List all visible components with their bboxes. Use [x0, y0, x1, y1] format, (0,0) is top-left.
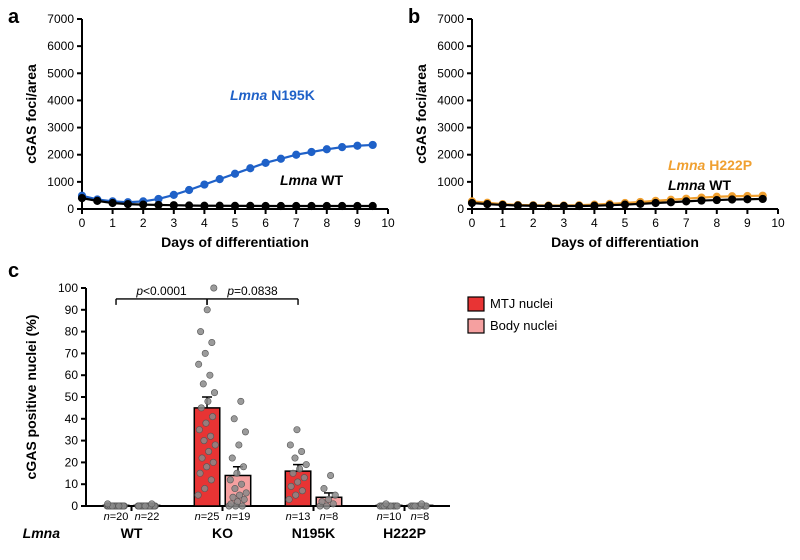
- svg-text:1000: 1000: [437, 175, 464, 189]
- svg-text:6: 6: [652, 216, 659, 230]
- svg-text:70: 70: [65, 346, 79, 360]
- svg-text:5000: 5000: [47, 66, 74, 80]
- svg-text:0: 0: [79, 216, 86, 230]
- panel-a-label: a: [8, 6, 19, 29]
- svg-text:6: 6: [262, 216, 269, 230]
- svg-text:4000: 4000: [47, 93, 74, 107]
- svg-text:60: 60: [65, 368, 79, 382]
- svg-text:6000: 6000: [47, 39, 74, 53]
- svg-text:90: 90: [65, 303, 79, 317]
- svg-text:Lmna H222P: Lmna H222P: [668, 157, 752, 173]
- svg-text:7: 7: [683, 216, 690, 230]
- svg-text:10: 10: [65, 477, 79, 491]
- svg-text:KO: KO: [212, 525, 233, 541]
- svg-text:2: 2: [530, 216, 537, 230]
- svg-text:3: 3: [560, 216, 567, 230]
- chart-c: 0 10 20 30 40 50 60 70 80 90 100 cGAS positive nucl…: [20, 258, 620, 558]
- svg-text:Days of differentiation: Days of differentiation: [551, 234, 699, 250]
- svg-text:MTJ nuclei: MTJ nuclei: [490, 296, 553, 311]
- svg-text:H222P: H222P: [383, 525, 426, 541]
- svg-text:Body nuclei: Body nuclei: [490, 318, 557, 333]
- figure: a b c 0100020003000400050006000700001234…: [0, 0, 800, 560]
- svg-text:2: 2: [140, 216, 147, 230]
- svg-text:1: 1: [499, 216, 506, 230]
- svg-text:3: 3: [170, 216, 177, 230]
- svg-text:0: 0: [469, 216, 476, 230]
- svg-text:n=8: n=8: [320, 511, 339, 523]
- svg-text:0: 0: [457, 202, 464, 216]
- svg-text:9: 9: [354, 216, 361, 230]
- svg-text:40: 40: [65, 412, 79, 426]
- svg-text:7000: 7000: [437, 12, 464, 26]
- svg-text:4: 4: [591, 216, 598, 230]
- svg-text:10: 10: [381, 216, 395, 230]
- svg-text:n=10: n=10: [377, 511, 402, 523]
- svg-text:50: 50: [65, 390, 79, 404]
- svg-text:6000: 6000: [437, 39, 464, 53]
- chart-a: 0 1000 2000 3000 4000 5000 6000 7000 0 1 2 3 4 5 6 7 8 9 1…: [20, 5, 400, 255]
- svg-text:8: 8: [713, 216, 720, 230]
- svg-text:n=13: n=13: [286, 511, 311, 523]
- svg-text:n=22: n=22: [135, 511, 160, 523]
- svg-text:0: 0: [67, 202, 74, 216]
- svg-text:cGAS foci/area: cGAS foci/area: [23, 64, 39, 164]
- svg-text:5: 5: [232, 216, 239, 230]
- svg-text:N195K: N195K: [292, 525, 336, 541]
- panel-c-label: c: [8, 260, 19, 283]
- svg-text:4: 4: [201, 216, 208, 230]
- svg-text:3000: 3000: [437, 121, 464, 135]
- svg-text:Days of differentiation: Days of differentiation: [161, 234, 309, 250]
- svg-text:9: 9: [744, 216, 751, 230]
- svg-text:1000: 1000: [47, 175, 74, 189]
- svg-text:n=19: n=19: [226, 511, 251, 523]
- svg-text:0: 0: [71, 499, 78, 513]
- svg-text:n=25: n=25: [195, 511, 220, 523]
- svg-text:2000: 2000: [47, 148, 74, 162]
- svg-text:10: 10: [771, 216, 785, 230]
- svg-text:p<0.0001: p<0.0001: [135, 284, 187, 298]
- svg-text:8: 8: [323, 216, 330, 230]
- svg-text:Lmna N195K: Lmna N195K: [230, 87, 315, 103]
- svg-text:2000: 2000: [437, 148, 464, 162]
- svg-text:n=20: n=20: [104, 511, 129, 523]
- svg-text:5: 5: [622, 216, 629, 230]
- svg-text:cGAS positive nuclei (%): cGAS positive nuclei (%): [23, 315, 39, 480]
- svg-text:80: 80: [65, 325, 79, 339]
- svg-text:1: 1: [109, 216, 116, 230]
- svg-text:3000: 3000: [47, 121, 74, 135]
- svg-text:Lmna WT: Lmna WT: [668, 177, 731, 193]
- svg-text:30: 30: [65, 434, 79, 448]
- svg-text:5000: 5000: [437, 66, 464, 80]
- svg-text:7: 7: [293, 216, 300, 230]
- svg-text:20: 20: [65, 455, 79, 469]
- svg-text:100: 100: [58, 281, 78, 295]
- svg-text:WT: WT: [121, 525, 143, 541]
- svg-text:n=8: n=8: [411, 511, 430, 523]
- svg-text:p=0.0838: p=0.0838: [226, 284, 278, 298]
- svg-text:4000: 4000: [437, 93, 464, 107]
- svg-text:7000: 7000: [47, 12, 74, 26]
- svg-text:Lmna: Lmna: [23, 525, 61, 541]
- svg-text:cGAS foci/area: cGAS foci/area: [413, 64, 429, 164]
- svg-text:Lmna WT: Lmna WT: [280, 172, 343, 188]
- chart-b: 0 1000 2000 3000 4000 5000 6000 7000 0 1 2 3 4 5 6 7 8 9 1…: [410, 5, 790, 255]
